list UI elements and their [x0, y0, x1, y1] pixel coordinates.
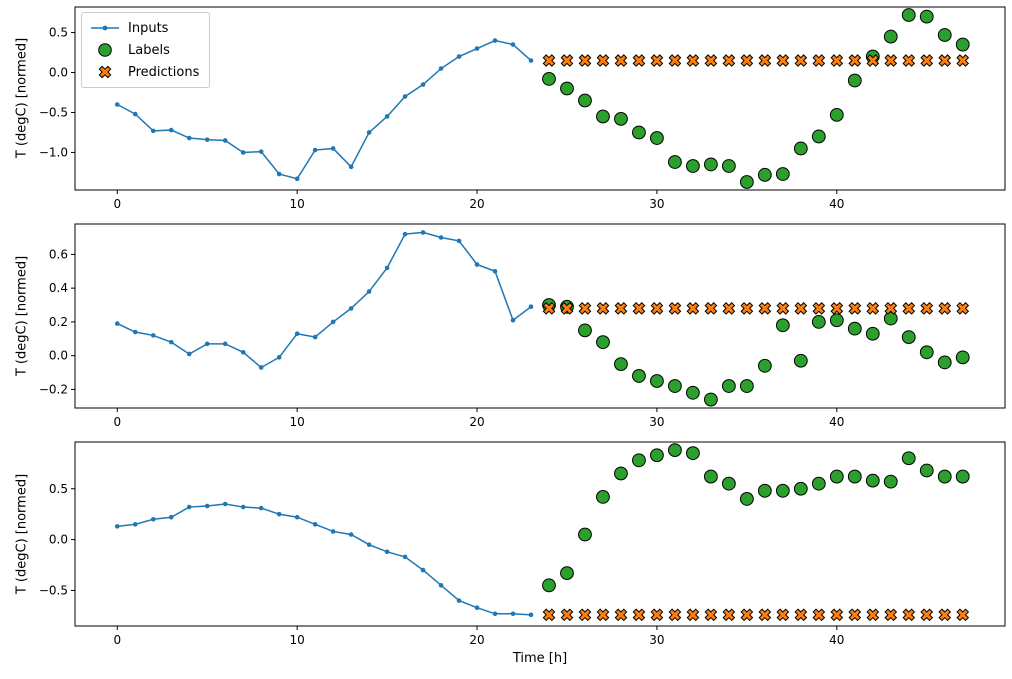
- legend-label-labels: Labels: [128, 42, 170, 58]
- svg-text:0.0: 0.0: [49, 66, 68, 80]
- legend-label-predictions: Predictions: [128, 64, 200, 80]
- ylabel-subplot-3: T (degC) [normed]: [14, 473, 30, 595]
- labels-circle-marker: [98, 43, 112, 57]
- svg-text:20: 20: [469, 197, 484, 211]
- predictions-x-marker: [98, 65, 112, 79]
- svg-text:20: 20: [469, 415, 484, 429]
- legend-item-inputs: Inputs: [90, 19, 199, 37]
- xlabel-time: Time [h]: [512, 651, 568, 666]
- svg-text:−0.5: −0.5: [39, 583, 68, 597]
- svg-text:0: 0: [113, 633, 121, 647]
- legend-item-predictions: Predictions: [90, 63, 199, 81]
- svg-text:0.2: 0.2: [49, 315, 68, 329]
- svg-text:0.4: 0.4: [49, 281, 68, 295]
- svg-text:0.5: 0.5: [49, 482, 68, 496]
- legend-item-labels: Labels: [90, 41, 199, 59]
- svg-text:10: 10: [290, 415, 305, 429]
- svg-text:40: 40: [829, 633, 844, 647]
- ylabel-subplot-1: T (degC) [normed]: [14, 37, 30, 159]
- svg-text:20: 20: [469, 633, 484, 647]
- predictions-x-icon: [98, 65, 112, 79]
- svg-text:−1.0: −1.0: [39, 145, 68, 159]
- svg-text:30: 30: [649, 197, 664, 211]
- legend: Inputs Labels Predictions: [81, 12, 211, 88]
- svg-text:0.6: 0.6: [49, 247, 68, 261]
- svg-text:40: 40: [829, 197, 844, 211]
- svg-text:30: 30: [649, 633, 664, 647]
- inputs-line-marker: [102, 25, 108, 31]
- svg-text:0.5: 0.5: [49, 26, 68, 40]
- svg-text:40: 40: [829, 415, 844, 429]
- svg-text:−0.5: −0.5: [39, 105, 68, 119]
- svg-text:0.0: 0.0: [49, 349, 68, 363]
- svg-text:10: 10: [290, 633, 305, 647]
- svg-text:−0.2: −0.2: [39, 382, 68, 396]
- inputs-line-icon: [91, 25, 119, 31]
- labels-circle-icon: [98, 43, 112, 57]
- svg-text:0.0: 0.0: [49, 533, 68, 547]
- svg-text:0: 0: [113, 197, 121, 211]
- svg-text:30: 30: [649, 415, 664, 429]
- svg-text:0: 0: [113, 415, 121, 429]
- svg-text:10: 10: [290, 197, 305, 211]
- ylabel-subplot-2: T (degC) [normed]: [14, 255, 30, 377]
- legend-label-inputs: Inputs: [128, 20, 169, 36]
